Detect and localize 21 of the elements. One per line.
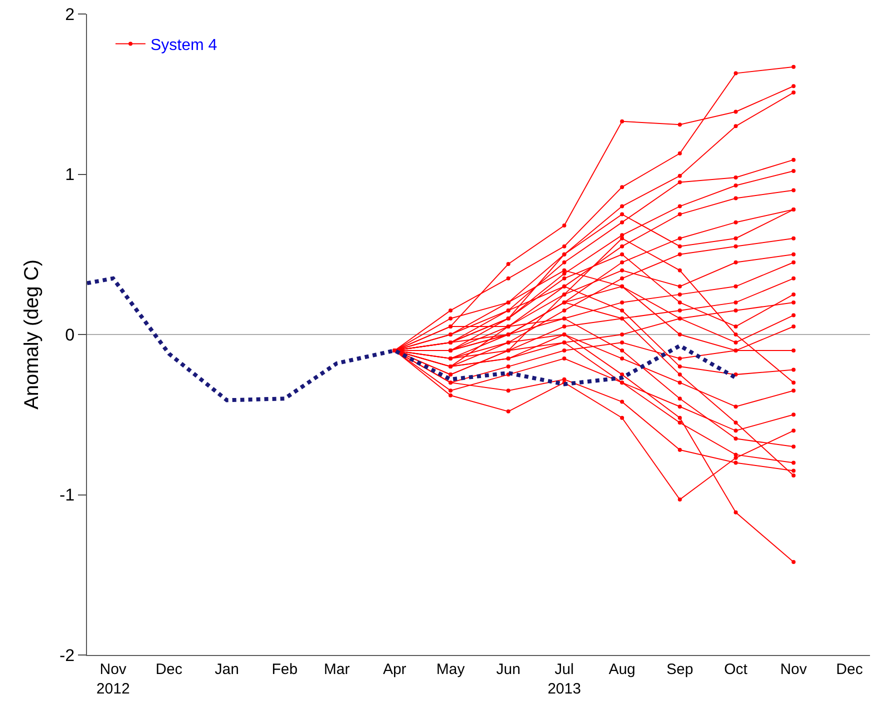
- x-tick-label: Jul 2013: [548, 661, 581, 698]
- y-tick-label: -1: [59, 486, 75, 505]
- x-tick-label: Sep: [666, 661, 694, 678]
- x-tick-label: Apr: [382, 661, 406, 678]
- y-tick-label: -2: [59, 646, 75, 665]
- y-tick-label: 2: [65, 4, 75, 24]
- x-tick-label: Nov 2012: [96, 661, 130, 698]
- y-axis-title: Anomaly (deg C): [20, 259, 43, 410]
- x-tick-label: May: [436, 661, 466, 678]
- x-tick-label: Jan: [214, 661, 239, 678]
- x-tick-label: Dec: [836, 661, 864, 678]
- x-tick-label: Oct: [724, 661, 748, 678]
- x-tick-label: Feb: [272, 661, 298, 678]
- y-tick-label: 0: [65, 325, 75, 344]
- x-tick-label: Jun: [496, 661, 520, 678]
- x-tick-label: Nov: [780, 661, 808, 678]
- x-tick-label: Aug: [608, 661, 636, 678]
- x-tick-label: Mar: [324, 661, 350, 678]
- x-tick-label: Dec: [156, 661, 183, 678]
- y-tick-label: 1: [65, 165, 75, 184]
- legend-label: System 4: [150, 36, 218, 54]
